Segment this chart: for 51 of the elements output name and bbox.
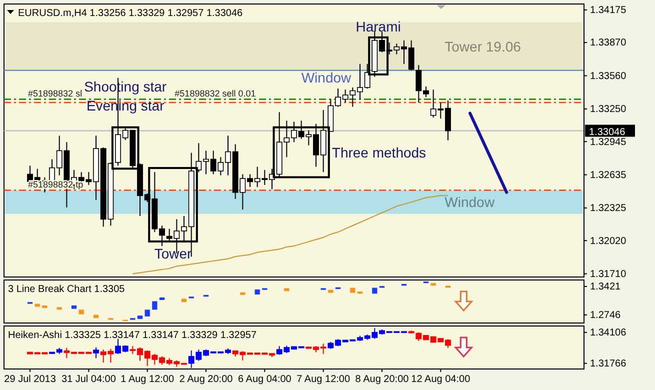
- annotation: Tower: [154, 245, 192, 262]
- bar: [71, 305, 77, 309]
- x-tick-label: 31 Jul 04:00: [61, 374, 116, 386]
- y-tick-label: 1.31766: [590, 358, 627, 370]
- bar: [430, 283, 436, 286]
- bar: [152, 301, 158, 310]
- annotation: Harami: [356, 18, 401, 34]
- x-tick-label: 6 Aug 04:00: [238, 374, 292, 386]
- bar: [137, 316, 143, 319]
- bar: [93, 314, 99, 318]
- bar: [159, 297, 165, 300]
- x-tick-label: 7 Aug 12:00: [296, 374, 350, 386]
- bar: [144, 310, 150, 316]
- ref-line-label: #51898832 sell 0.01: [174, 88, 256, 98]
- y-tick-label: 1.32635: [590, 170, 627, 181]
- ref-line-label: Window: [301, 69, 352, 86]
- y-tick-label: 1.34106: [590, 328, 627, 339]
- bar: [42, 305, 48, 308]
- y-tick-label: 1.2746: [590, 310, 622, 322]
- chart-title: EURUSD.m,H4 1.33256 1.33329 1.32957 1.33046: [18, 8, 244, 19]
- x-tick-label: 2 Aug 20:00: [179, 374, 234, 386]
- bar: [56, 307, 62, 310]
- band-label: Tower 19.06: [444, 38, 522, 54]
- y-tick-label: 1.34175: [590, 5, 627, 16]
- x-tick-label: 1 Aug 12:00: [120, 374, 174, 386]
- x-tick-label: 8 Aug 20:00: [355, 374, 410, 386]
- candlestick: [93, 346, 99, 359]
- y-tick-label: 1.33250: [590, 104, 627, 116]
- y-tick-label: 1.32020: [590, 236, 627, 247]
- ref-line-label: #51898832 sl: [28, 88, 82, 98]
- y-tick-label: 1.33870: [590, 38, 627, 49]
- annotation: Three methods: [332, 144, 426, 160]
- bar: [372, 288, 378, 294]
- chart-title: Heiken-Ashi 1.33325 1.33147 1.33147 1.33329 1.32957: [8, 330, 257, 341]
- x-tick-label: 12 Aug 04:00: [411, 374, 471, 386]
- y-tick-label: 1.32945: [590, 136, 627, 148]
- bar: [284, 288, 290, 292]
- y-tick-label: 1.32325: [590, 203, 627, 214]
- y-tick-label: 1.33560: [590, 70, 627, 82]
- chart-title: 3 Line Break Chart 1.3305: [8, 284, 126, 295]
- band-label: Window: [444, 194, 496, 210]
- bar: [328, 290, 334, 293]
- x-tick-label: 29 Jul 2013: [4, 374, 56, 386]
- y-tick-label: 1.31710: [590, 268, 627, 280]
- y-tick-label: 1.3421: [590, 282, 622, 293]
- ref-line-label: 1.33046: [589, 126, 626, 138]
- bar: [181, 298, 187, 302]
- bar: [350, 288, 356, 293]
- bar: [240, 292, 246, 295]
- bar: [254, 289, 260, 294]
- bar: [78, 310, 84, 314]
